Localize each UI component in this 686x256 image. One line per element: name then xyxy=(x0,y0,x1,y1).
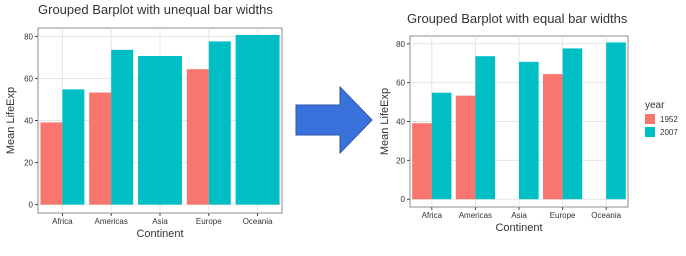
legend-label: 2007 xyxy=(660,128,678,137)
y-tick-label: 60 xyxy=(24,74,33,83)
bar xyxy=(475,56,496,200)
y-tick-label: 20 xyxy=(396,156,405,165)
x-tick-label: Europe xyxy=(550,211,576,220)
x-tick-label: Americas xyxy=(95,217,128,226)
y-tick-label: 20 xyxy=(24,159,33,168)
arrow xyxy=(295,85,373,155)
bar xyxy=(431,92,452,200)
bar xyxy=(89,92,112,205)
chart-title: Grouped Barplot with equal bar widths xyxy=(407,11,628,26)
bar xyxy=(40,122,63,205)
y-tick-label: 80 xyxy=(24,32,33,41)
legend-label: 1952 xyxy=(660,115,678,124)
x-tick-label: Europe xyxy=(196,217,222,226)
bar xyxy=(111,49,134,205)
x-tick-label: Asia xyxy=(511,211,527,220)
x-tick-label: Americas xyxy=(459,211,492,220)
y-tick-label: 0 xyxy=(401,195,406,204)
x-tick-label: Oceania xyxy=(591,211,621,220)
bar xyxy=(455,95,476,200)
bar xyxy=(562,48,583,200)
x-tick-label: Africa xyxy=(422,211,443,220)
x-tick-label: Asia xyxy=(152,217,168,226)
bar xyxy=(519,61,539,200)
chart-title: Grouped Barplot with unequal bar widths xyxy=(38,2,273,17)
bar xyxy=(186,69,209,205)
y-tick-label: 60 xyxy=(396,79,405,88)
x-axis-title: Continent xyxy=(495,222,542,234)
x-tick-label: Oceania xyxy=(243,217,273,226)
bar xyxy=(412,123,432,200)
bar xyxy=(62,89,85,205)
bar xyxy=(542,74,563,200)
y-axis-title: Mean LifeExp xyxy=(379,88,391,155)
legend-title: year xyxy=(645,100,665,111)
x-tick-label: Africa xyxy=(52,217,73,226)
y-tick-label: 0 xyxy=(29,201,34,210)
legend-key xyxy=(645,114,655,124)
legend-key xyxy=(645,127,655,137)
bar xyxy=(138,55,182,205)
bar xyxy=(235,34,280,205)
x-axis-title: Continent xyxy=(136,228,183,240)
y-axis-title: Mean LifeExp xyxy=(5,87,17,154)
bar xyxy=(208,41,231,205)
bar xyxy=(606,42,626,200)
y-tick-label: 40 xyxy=(24,117,33,126)
y-tick-label: 80 xyxy=(396,40,405,49)
y-tick-label: 40 xyxy=(396,118,405,127)
